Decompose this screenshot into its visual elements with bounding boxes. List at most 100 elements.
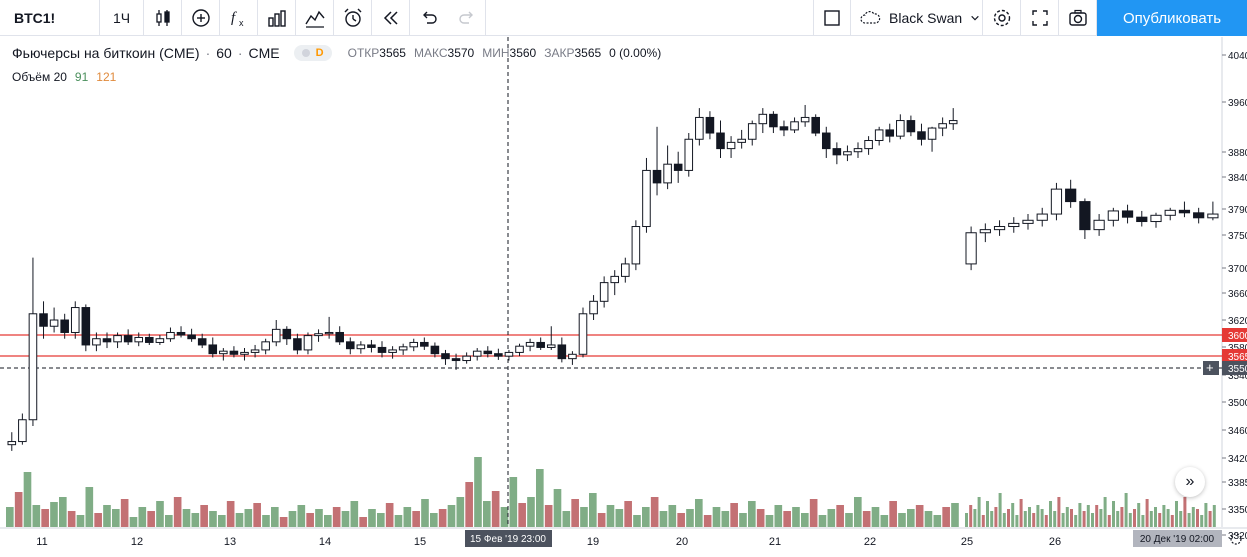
chart-type-button[interactable] (144, 0, 182, 36)
templates-button[interactable] (296, 0, 334, 36)
candle-body (240, 351, 249, 355)
candle-body (123, 335, 133, 343)
volume-bar (1166, 509, 1170, 527)
volume-bar (1015, 515, 1019, 527)
candle-body (515, 345, 524, 353)
interval-label: 1Ч (112, 10, 131, 26)
volume-bar (253, 503, 261, 527)
volume-bar (1044, 515, 1048, 527)
volume-bar (377, 513, 385, 527)
symbol-search-button[interactable]: BTC1! (0, 0, 100, 36)
volume-bar (138, 507, 147, 527)
compare-button[interactable] (258, 0, 296, 36)
volume-bar (500, 507, 509, 527)
undo-button[interactable] (410, 0, 448, 36)
candle-body (726, 141, 736, 150)
series-legend: Фьючерсы на биткоин (CME) · 60 · CME D О… (12, 45, 661, 61)
volume-bar (1040, 509, 1044, 527)
volume-bar (1028, 507, 1031, 527)
candle-body (229, 350, 239, 355)
candle-body (821, 132, 831, 150)
volume-bar (120, 499, 129, 527)
toolbar-spacer (486, 0, 813, 35)
volume-bar (1082, 511, 1086, 527)
volume-bar (973, 509, 977, 527)
candle-body (906, 120, 916, 133)
volume-bar (907, 509, 915, 527)
candle-body (811, 116, 820, 134)
volume-bar (438, 509, 447, 527)
candle-body (494, 353, 503, 357)
volume-bar (1175, 501, 1178, 527)
candle-body (7, 441, 17, 446)
time-label: 20 (676, 536, 688, 548)
volume-bar (580, 507, 588, 527)
candle-body (219, 350, 228, 355)
chart-template-button[interactable]: Black Swan (851, 0, 983, 36)
price-label: 3660 (1228, 289, 1247, 300)
volume-label: Объём 20 (12, 70, 67, 84)
redo-button[interactable] (448, 0, 486, 36)
candle-body (758, 113, 768, 125)
price-label: 3880 (1228, 148, 1247, 159)
volume-bar (1204, 503, 1208, 527)
price-chart[interactable]: 4040 3960 3880 3840 3790 3750 3700 3660 3620 3580… (0, 37, 1247, 557)
volume-bar (403, 507, 412, 527)
publish-button[interactable]: Опубликовать (1097, 0, 1247, 36)
candle-body (747, 123, 757, 140)
time-label: 21 (769, 536, 781, 548)
volume-bar (845, 513, 853, 527)
volume-bar (509, 477, 518, 527)
volume-bar (1212, 505, 1216, 527)
volume-bar (889, 501, 897, 527)
volume-bar (456, 497, 465, 527)
time-label: 19 (587, 536, 599, 548)
price-label: 3350 (1228, 505, 1247, 516)
candles-icon (155, 10, 170, 26)
candle-body (430, 345, 440, 355)
add-indicator-icon (191, 9, 210, 27)
volume-bar (1200, 515, 1204, 527)
price-marker (1222, 328, 1247, 342)
volume-bar (6, 507, 14, 527)
candle-body (652, 169, 662, 184)
candle-body (49, 319, 59, 327)
price-label: 3840 (1228, 173, 1247, 184)
snapshot-button[interactable] (1059, 0, 1097, 36)
candle-body (39, 313, 48, 327)
volume-bar (933, 515, 942, 527)
volume-bar (1162, 505, 1166, 527)
volume-bar (156, 501, 164, 527)
legend-separator: · (205, 45, 211, 61)
delay-badge[interactable]: D (293, 45, 332, 61)
volume-bar (447, 505, 456, 527)
fullscreen-button[interactable] (813, 0, 851, 36)
candle-body (864, 140, 873, 150)
settings-button[interactable] (983, 0, 1021, 36)
candle-body (993, 226, 1006, 231)
candle-body (1121, 210, 1134, 218)
expand-button[interactable] (1021, 0, 1059, 36)
scroll-to-realtime-button[interactable]: » (1175, 467, 1205, 497)
price-marker-label: 3550 (1228, 364, 1247, 375)
alert-button[interactable] (334, 0, 372, 36)
volume-bar (173, 497, 182, 527)
replay-button[interactable] (372, 0, 410, 36)
volume-bar (1086, 505, 1090, 527)
time-label: 14 (319, 536, 331, 548)
interval-button[interactable]: 1Ч (100, 0, 144, 36)
add-indicator-button[interactable] (182, 0, 220, 36)
volume-bar (730, 503, 738, 527)
candle-body (1022, 219, 1034, 224)
volume-bar (430, 513, 438, 527)
legend-separator: · (237, 45, 243, 61)
volume-bar (518, 503, 526, 527)
candle-body (642, 169, 651, 228)
candle-body (134, 336, 144, 343)
publish-label: Опубликовать (1122, 9, 1222, 27)
volume-bar (1095, 505, 1099, 527)
volume-bar (695, 499, 703, 527)
fullscreen-icon (824, 10, 840, 26)
